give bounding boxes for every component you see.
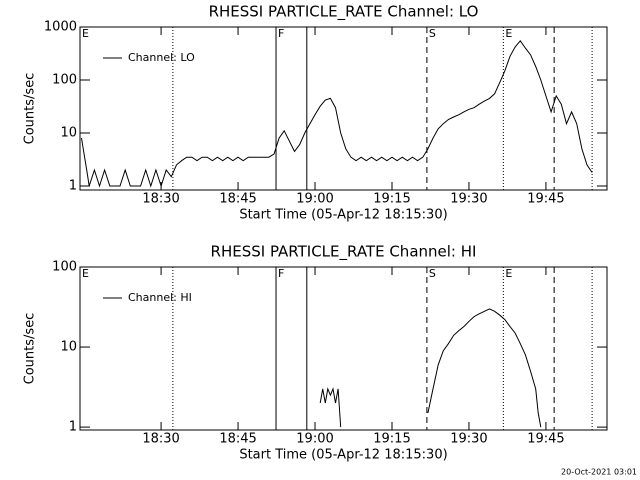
marker-label: E [82,267,89,280]
x-tick-label: 18:30 [142,432,179,447]
x-tick-label: 19:30 [450,432,487,447]
x-tick-label: 19:45 [527,432,564,447]
chart-title: RHESSI PARTICLE_RATE Channel: HI [211,243,477,262]
marker-label: E [82,27,89,40]
marker-label: E [505,267,512,280]
x-tick-label: 18:45 [219,192,256,207]
y-axis-label: Counts/sec [23,313,38,385]
x-tick-label: 18:45 [219,432,256,447]
x-tick-label: 19:30 [450,192,487,207]
x-tick-label: 18:30 [142,192,179,207]
series-line [319,308,542,428]
plot-frame [79,26,608,191]
x-tick-label: 19:15 [373,432,410,447]
x-tick-label: 19:15 [373,192,410,207]
marker-label: S [429,267,436,280]
x-axis-label: Start Time (05-Apr-12 18:15:30) [239,208,447,223]
legend-label: Channel: HI [128,291,192,304]
x-tick-label: 19:00 [296,432,333,447]
y-tick-label: 100 [52,260,77,275]
x-axis-label: Start Time (05-Apr-12 18:15:30) [239,448,447,463]
marker-label: F [278,267,284,280]
y-tick-label: 1 [69,420,77,435]
y-tick-label: 100 [52,72,77,87]
y-tick-label: 10 [60,125,77,140]
footer: 20-Oct-2021 03:01 [561,468,637,477]
y-tick-label: 1000 [44,20,77,35]
y-tick-label: 1 [69,178,77,193]
marker-label: S [429,27,436,40]
plot-frame [79,266,608,431]
y-tick-label: 10 [60,340,77,355]
y-axis-label: Counts/sec [23,73,38,145]
series-line [81,39,593,188]
x-tick-label: 19:00 [296,192,333,207]
marker-label: E [505,27,512,40]
legend-label: Channel: LO [128,51,195,64]
marker-label: F [278,27,284,40]
chart-title: RHESSI PARTICLE_RATE Channel: LO [209,3,479,22]
x-tick-label: 19:45 [527,192,564,207]
